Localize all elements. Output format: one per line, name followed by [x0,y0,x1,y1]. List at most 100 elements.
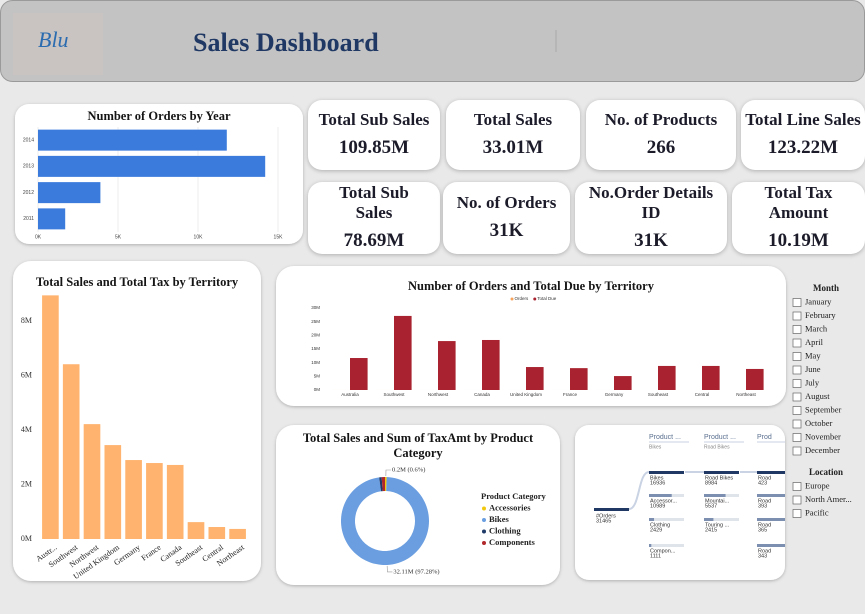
data-label: 0.2M (0.6%) [392,466,425,473]
tree-node-name: Clothing [650,522,670,528]
slicer-checkbox[interactable] [792,365,802,375]
legend-label: Accessories [489,502,531,512]
tree-bar[interactable] [757,518,787,521]
tree-bar[interactable] [649,471,684,474]
slicer-item[interactable]: March [805,323,828,333]
bar [482,339,500,390]
tree-bar[interactable] [649,518,655,521]
tree-bar-track [704,518,739,521]
kpi-label: No.Order Details ID [588,183,714,222]
tree-bar[interactable] [704,471,739,474]
x-tick-label: Central [695,392,710,397]
x-tick-label: 5K [115,234,122,240]
bar [570,368,588,390]
slicer-item[interactable]: Pacific [805,507,829,517]
y-tick-label: 2012 [23,190,34,196]
bar [166,464,184,539]
kpi-card: No.Order Details ID 31K [575,182,727,254]
bar [229,528,246,539]
bar [614,376,632,390]
slicer-checkbox[interactable] [792,392,802,402]
tree-bar [594,508,629,511]
tree-bar[interactable] [704,518,714,521]
x-tick-label: Northeast [736,392,756,397]
donut-slice [385,477,387,492]
kpi-value: 123.22M [767,137,839,158]
tree-connector [628,471,650,510]
tree-node-value: 393 [758,503,767,509]
tree-bar[interactable] [649,544,652,547]
tree-bar[interactable] [649,494,672,497]
bar [125,460,142,539]
y-tick-label: 2011 [23,216,34,222]
slicer-checkbox[interactable] [792,311,802,321]
tree-bar[interactable] [757,494,790,497]
tree-node-value: 5537 [705,503,717,509]
slicer-item[interactable]: North Amer... [805,494,852,504]
chart-title: Total Sales and Sum of TaxAmt by Product… [302,431,534,460]
tree-node-value: 31465 [596,518,611,524]
legend-label: Clothing [489,525,521,535]
tree-bar[interactable] [757,544,785,547]
slicer-checkbox[interactable] [792,406,802,415]
bar [83,424,101,539]
tree-node-name: Bikes [650,475,664,481]
slicer-item[interactable]: May [805,350,821,360]
tree-node-value: 2415 [705,527,717,533]
x-tick-label: 15K [274,234,284,240]
bar [146,463,163,539]
tree-node-name: Mountai... [705,498,730,504]
tree-column-header[interactable]: Product ... [649,434,681,441]
legend-marker [482,541,486,545]
tree-column-header[interactable]: Prod [757,434,772,441]
tree-bar[interactable] [704,494,726,497]
y-tick-label: 2014 [23,137,34,143]
tree-node-name: Road [758,475,771,481]
slicer-item[interactable]: September [805,404,842,414]
x-tick-label: Southwest [383,392,405,397]
bar [208,527,226,539]
slicer-item[interactable]: June [805,364,821,374]
slicer-item[interactable]: February [805,310,836,320]
tree-node-value: 8984 [705,480,717,486]
slicer-checkbox[interactable] [792,509,802,518]
bar [350,358,368,390]
slicer-checkbox[interactable] [792,338,802,348]
donut-slice [381,477,385,492]
legend-marker [482,518,486,522]
slicer-item[interactable]: July [805,377,820,387]
kpi-label: No. of Products [604,110,718,129]
tree-bar[interactable] [757,471,792,474]
kpi-label: Total Sales [473,110,553,129]
kpi-label: No. of Orders [456,193,557,212]
chart-title: Number of Orders by Year [87,109,231,123]
slicer-checkbox[interactable] [792,419,802,429]
slicer-item[interactable]: August [805,391,830,401]
slicer-checkbox[interactable] [792,495,802,505]
slicer-item[interactable]: Europe [805,480,830,490]
slicer-item[interactable]: January [805,296,832,306]
slicer-checkbox[interactable] [792,379,802,388]
slicer-item[interactable]: December [805,445,840,455]
slicer-checkbox[interactable] [792,352,802,361]
x-tick-label: France [563,392,578,397]
kpi-label: Total Sub Sales [318,110,430,129]
bar [104,445,122,539]
kpi-value: 10.19M [768,230,829,251]
slicer-checkbox[interactable] [792,325,802,334]
tree-column-header[interactable]: Product ... [704,434,736,441]
slicer-item[interactable]: November [805,431,841,441]
slicer-checkbox[interactable] [792,482,802,491]
slicer-item[interactable]: October [805,418,833,428]
slicer-checkbox[interactable] [792,446,802,456]
kpi-label: Total Sub Sales [339,183,409,222]
chart-title: Number of Orders and Total Due by Territ… [408,279,654,293]
slicer-checkbox[interactable] [792,298,802,307]
legend-marker [482,529,486,534]
slicer-item[interactable]: April [805,337,824,347]
tree-node-value: 10989 [650,503,665,509]
slicer-checkbox[interactable] [792,433,802,442]
tree-bar-track [649,518,684,521]
kpi-card: Total Line Sales 123.22M [741,100,865,170]
